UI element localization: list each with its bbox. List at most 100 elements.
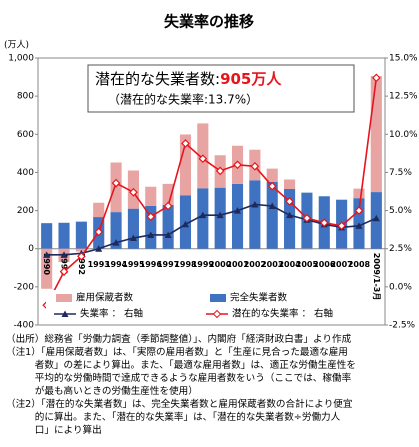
y-unit: (万人) [4, 40, 29, 51]
x-tick-label: 1990 [42, 253, 51, 276]
bar [370, 76, 382, 193]
bar [214, 187, 226, 249]
bar [127, 208, 139, 249]
line-marker [59, 267, 69, 276]
legend-marker [212, 309, 222, 319]
line-marker [268, 202, 276, 209]
annotation-value: 905万人 [220, 70, 282, 88]
line-marker [372, 214, 380, 222]
x-tick-label: 1995 [122, 260, 145, 269]
bar [231, 183, 244, 249]
bar [266, 168, 278, 182]
bar [284, 179, 296, 190]
line-marker [43, 251, 51, 258]
legend-box [46, 290, 360, 323]
bar [58, 222, 70, 249]
x-tick-label: 1994 [105, 260, 128, 269]
y2-tick-label: 0.0% [389, 282, 412, 292]
note-line: （注2）「潜在的な失業者数」は、完全失業者数と雇用保蔵者数の合計により便宜 [6, 398, 353, 410]
y2-tick-label: 5.0% [389, 206, 412, 216]
line-marker [129, 187, 138, 197]
line-marker [286, 211, 294, 219]
y-tick-label: 600 [17, 130, 34, 140]
notes: （出所）総務省「労働力調査（季節調整値）」、内閣府「経済財政白書」より作成（注1… [6, 333, 356, 436]
line-marker [198, 154, 208, 164]
y-tick-label: 1,000 [8, 54, 34, 64]
x-tick-label: 2003 [261, 260, 283, 269]
line-marker [267, 181, 277, 191]
line-marker [285, 197, 294, 206]
legend-swatch [56, 294, 72, 302]
line-marker [216, 211, 224, 219]
bar [301, 248, 313, 250]
line-marker [164, 231, 172, 238]
annotation-text: 潜在的な失業者数:905万人 [95, 70, 282, 88]
plot-frame [37, 57, 386, 326]
y2-tick-label: 15.0% [389, 54, 418, 64]
x-tick-label: 1991 [60, 253, 69, 276]
legend-label: 潜在的な失業率 ： 右軸 [232, 308, 333, 320]
note-line: （注1）「雇用保蔵者数」は、「実際の雇用者数」と「生産に見合った最適な雇用 [6, 346, 348, 358]
x-tick-label: 2004 [278, 260, 301, 269]
bar [93, 202, 105, 218]
note-line: 平均的な労働時間で達成できるような雇用者数をいう（ここでは、稼働率 [6, 372, 352, 384]
note-line: 者数」の差により算出。また、「最適な雇用者数」は、適正な労働生産性を [6, 359, 356, 371]
line-marker [337, 221, 346, 231]
x-tick-label: 1993 [88, 260, 110, 269]
line-marker [147, 231, 155, 238]
line-marker [371, 73, 381, 83]
y-tick-label: 0 [28, 244, 34, 254]
line-marker [234, 207, 242, 214]
bar [110, 212, 122, 249]
note-line: 口」により算出 [6, 424, 102, 436]
annotation-text: （潜在的な失業率:13.7%） [108, 92, 258, 107]
y-tick-label: 800 [17, 92, 34, 102]
line-marker [215, 166, 225, 176]
annotation-prefix: 潜在的な失業者数: [95, 70, 220, 88]
bar [145, 186, 157, 206]
line-marker [95, 245, 103, 252]
line-marker [112, 239, 120, 246]
x-tick-label: 2002 [244, 260, 266, 269]
x-tick-label: 2009/1-3月 [372, 253, 381, 301]
y-tick-label: 200 [17, 206, 34, 216]
bar [284, 189, 296, 249]
line-marker [60, 251, 68, 258]
annotation-box [87, 64, 355, 113]
x-tick-label: 1997 [157, 260, 179, 269]
note-line: が最も高いときの労働生産性を使用） [6, 385, 198, 397]
x-tick-label: 2001 [226, 260, 249, 269]
note-line: （出所）総務省「労働力調査（季節調整値）」、内閣府「経済財政白書」より作成 [6, 333, 352, 345]
x-tick-label: 2007 [330, 260, 352, 269]
y2-tick-label: -2.5% [389, 321, 416, 331]
x-tick-label: 2006 [313, 260, 336, 269]
bar [75, 221, 87, 249]
chart-title: 失業率の推移 [164, 13, 254, 31]
line-marker [181, 139, 190, 148]
line-marker [233, 160, 242, 170]
line-marker [354, 206, 364, 215]
y2-tick-label: 10.0% [389, 130, 418, 140]
line-marker [77, 251, 86, 261]
bar [41, 223, 53, 249]
bar [145, 205, 157, 249]
line-marker [94, 227, 104, 237]
plot: -400 -200 0 200 400 600 800 1,000 -2.5% 0.0% 2.5% 5… [8, 54, 418, 331]
y2-tick-label: 12.5% [389, 92, 418, 102]
bar [266, 181, 278, 249]
x-tick-label: 1998 [174, 260, 197, 269]
y-tick-label: -200 [14, 282, 35, 292]
x-tick-label: 2005 [296, 260, 319, 269]
line-marker [302, 213, 312, 223]
note-line: 的に算出。また、「潜在的な失業率」は、「潜在的な失業者数÷労働力人 [6, 411, 341, 423]
bar [162, 204, 174, 249]
x-tick-label: 1996 [140, 260, 163, 269]
line-marker [181, 220, 189, 228]
bar [197, 188, 209, 249]
legend-marker [61, 310, 69, 317]
bar [336, 248, 348, 250]
bar [41, 248, 53, 289]
line-marker [111, 178, 121, 188]
